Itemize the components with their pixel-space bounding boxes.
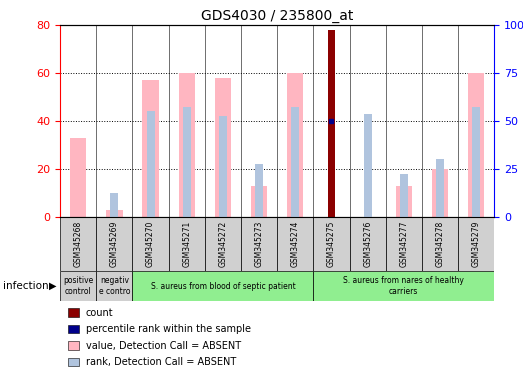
- Text: GSM345278: GSM345278: [436, 221, 445, 267]
- Text: positive
control: positive control: [63, 276, 94, 296]
- Bar: [60, 271, 96, 301]
- Text: GSM345275: GSM345275: [327, 221, 336, 267]
- Text: GSM345279: GSM345279: [472, 221, 481, 267]
- Text: percentile rank within the sample: percentile rank within the sample: [86, 324, 251, 334]
- Bar: [472, 107, 480, 217]
- Text: GSM345272: GSM345272: [219, 221, 228, 267]
- Bar: [142, 80, 158, 217]
- Bar: [183, 107, 191, 217]
- Text: GSM345274: GSM345274: [291, 221, 300, 267]
- Bar: [385, 217, 422, 271]
- Bar: [277, 217, 313, 271]
- Bar: [179, 73, 195, 217]
- Bar: [255, 164, 263, 217]
- Bar: [400, 174, 408, 217]
- Text: GSM345276: GSM345276: [363, 221, 372, 267]
- Bar: [432, 169, 448, 217]
- Bar: [328, 30, 335, 217]
- Bar: [219, 116, 227, 217]
- Text: GSM345270: GSM345270: [146, 221, 155, 267]
- Bar: [205, 217, 241, 271]
- Text: GSM345273: GSM345273: [255, 221, 264, 267]
- Text: ▶: ▶: [49, 281, 56, 291]
- Bar: [363, 114, 372, 217]
- Bar: [146, 111, 155, 217]
- Bar: [60, 217, 96, 271]
- Title: GDS4030 / 235800_at: GDS4030 / 235800_at: [201, 8, 354, 23]
- Text: GSM345277: GSM345277: [399, 221, 408, 267]
- Bar: [422, 217, 458, 271]
- Text: GSM345268: GSM345268: [74, 221, 83, 267]
- Text: infection: infection: [3, 281, 48, 291]
- Bar: [468, 73, 484, 217]
- Text: S. aureus from blood of septic patient: S. aureus from blood of septic patient: [151, 281, 295, 291]
- Bar: [458, 217, 494, 271]
- Bar: [132, 271, 313, 301]
- Bar: [215, 78, 231, 217]
- Bar: [70, 138, 86, 217]
- Bar: [251, 186, 267, 217]
- Bar: [436, 159, 444, 217]
- Bar: [168, 217, 205, 271]
- Text: rank, Detection Call = ABSENT: rank, Detection Call = ABSENT: [86, 357, 236, 367]
- Bar: [96, 271, 132, 301]
- Bar: [396, 186, 412, 217]
- Text: negativ
e contro: negativ e contro: [99, 276, 130, 296]
- Bar: [313, 217, 349, 271]
- Bar: [313, 271, 494, 301]
- Bar: [287, 73, 303, 217]
- Bar: [349, 217, 385, 271]
- Text: count: count: [86, 308, 113, 318]
- Text: S. aureus from nares of healthy
carriers: S. aureus from nares of healthy carriers: [344, 276, 464, 296]
- Bar: [132, 217, 168, 271]
- Bar: [106, 210, 122, 217]
- Bar: [110, 193, 118, 217]
- Text: value, Detection Call = ABSENT: value, Detection Call = ABSENT: [86, 341, 241, 351]
- Bar: [241, 217, 277, 271]
- Text: GSM345269: GSM345269: [110, 221, 119, 267]
- Bar: [291, 107, 299, 217]
- Text: GSM345271: GSM345271: [182, 221, 191, 267]
- Bar: [96, 217, 132, 271]
